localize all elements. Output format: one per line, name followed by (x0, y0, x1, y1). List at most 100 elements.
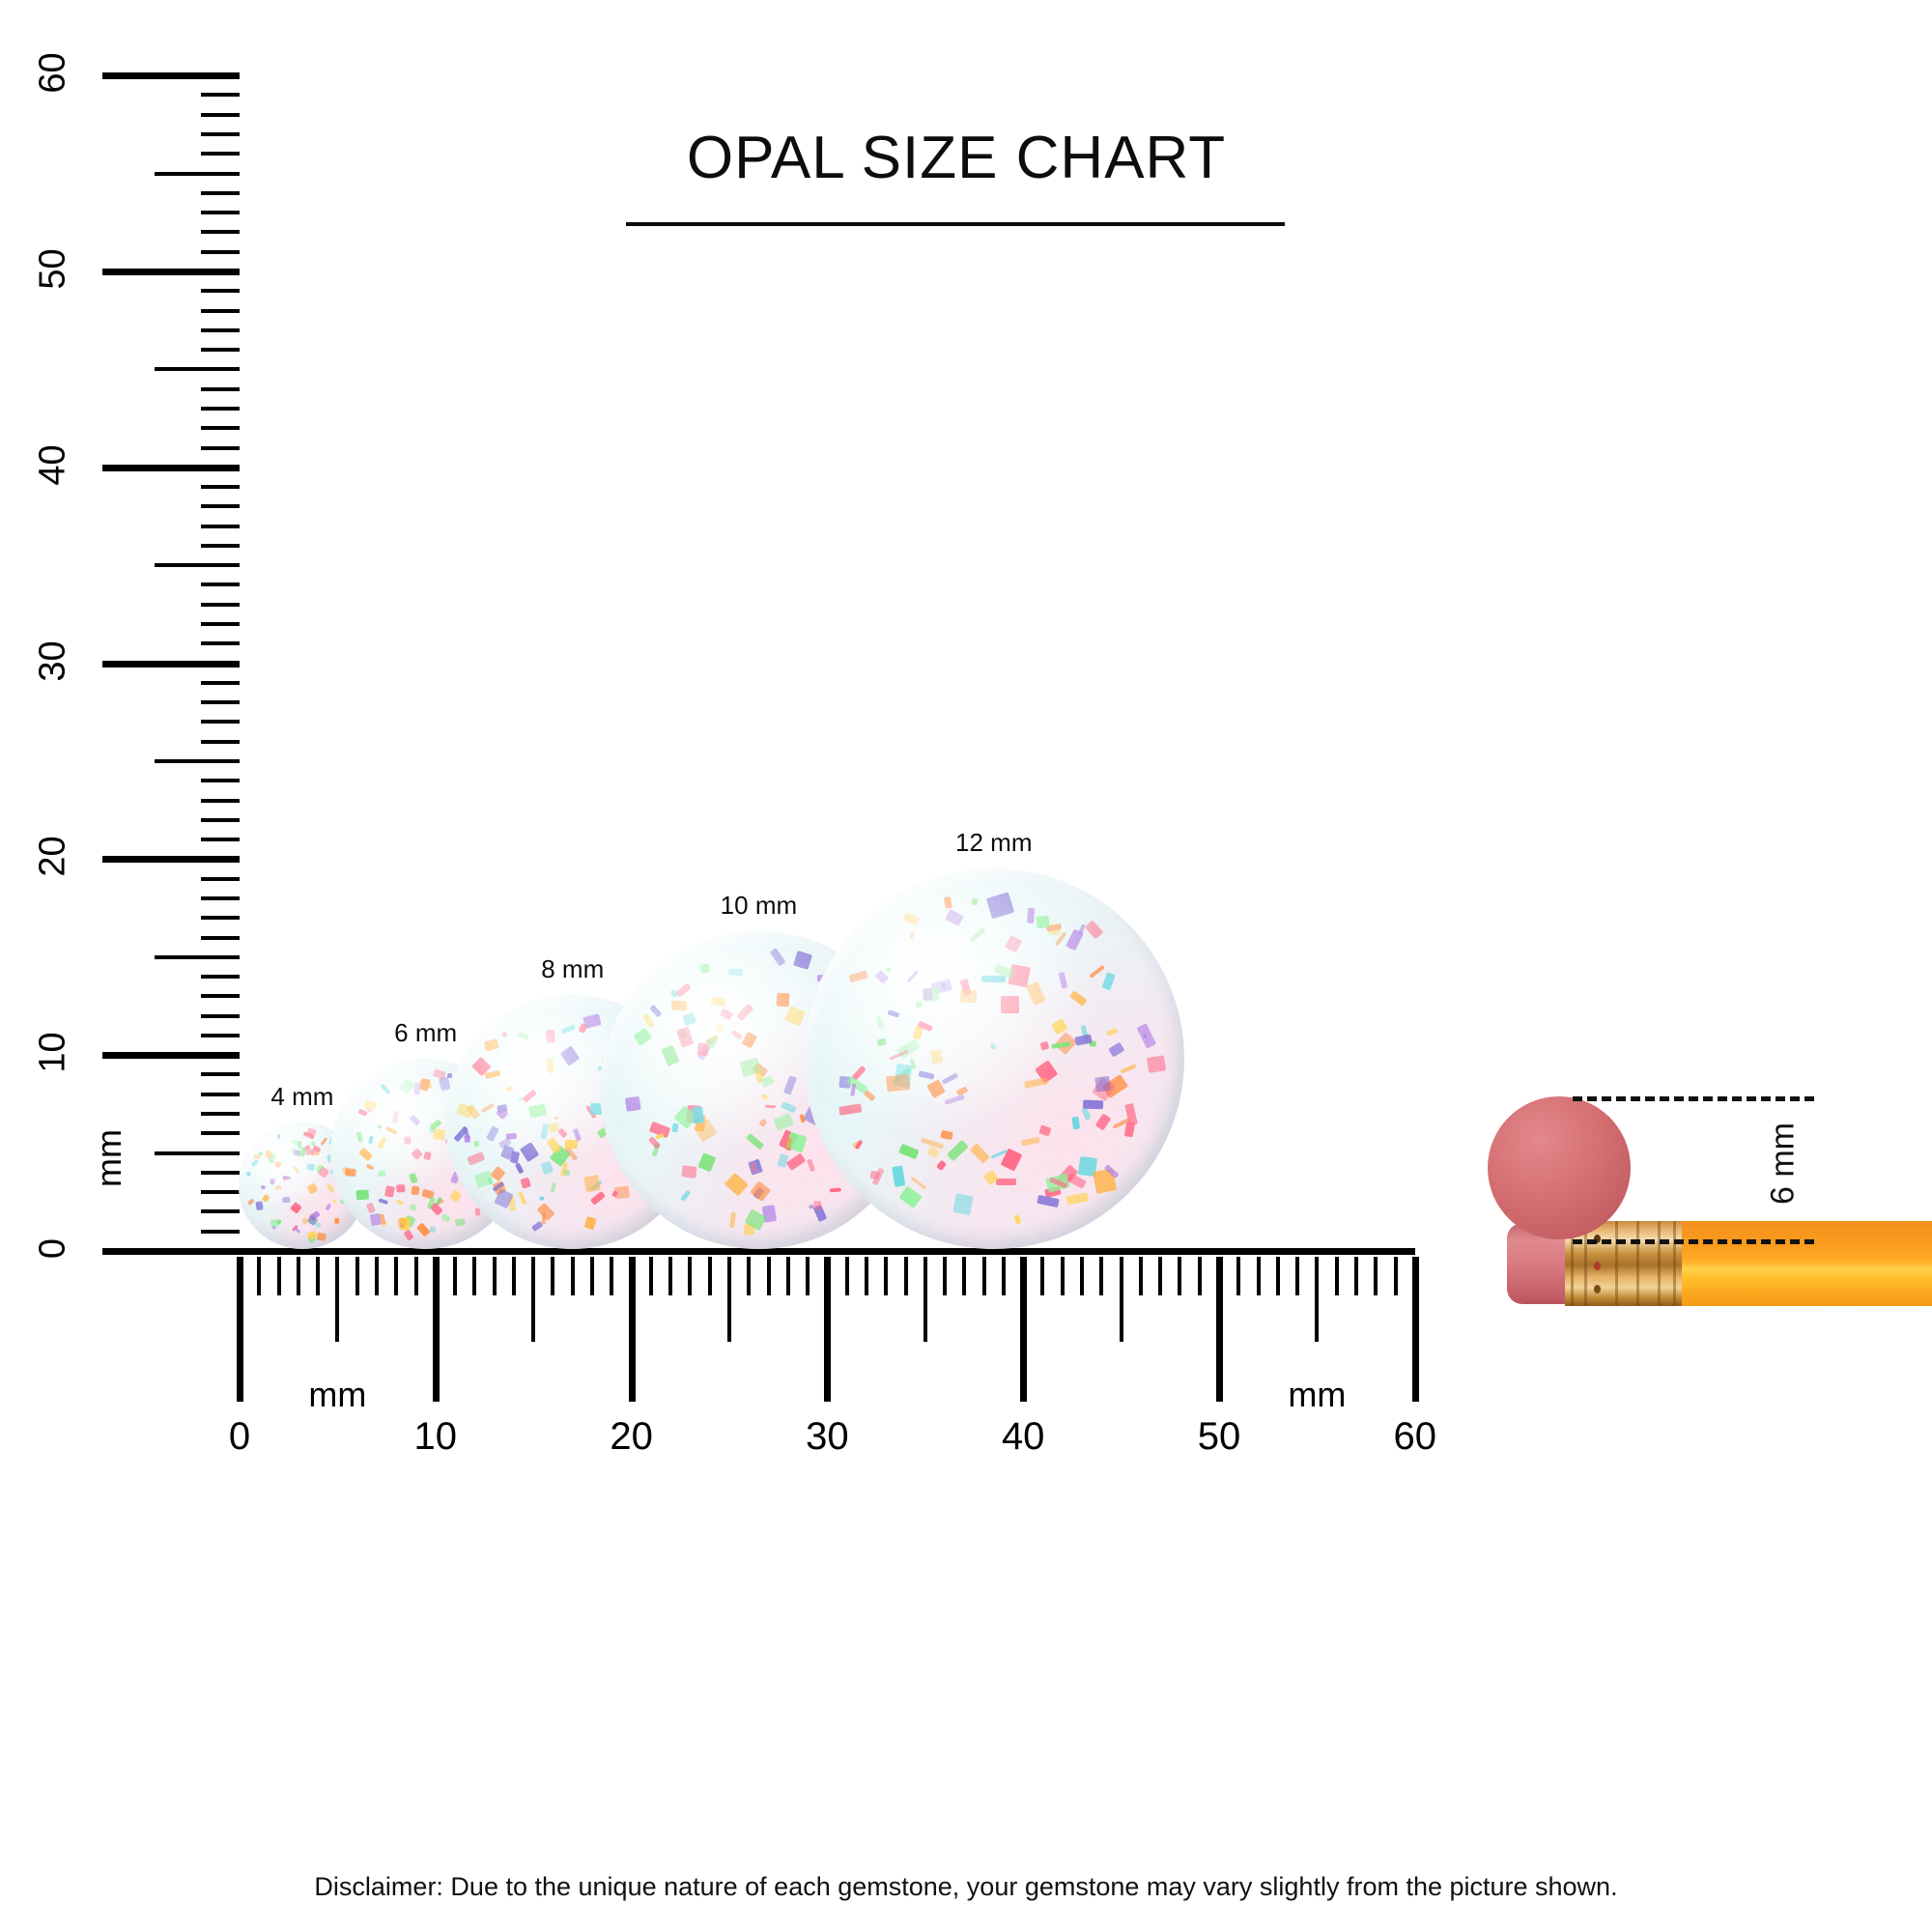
vruler-tick-48 (201, 308, 240, 313)
hruler-tick-21 (648, 1257, 653, 1295)
hruler-label-10: 10 (413, 1415, 458, 1458)
hruler-label-60: 60 (1393, 1415, 1437, 1458)
vruler-tick-8 (201, 1092, 240, 1096)
vruler-tick-27 (201, 720, 240, 724)
page-title: OPAL SIZE CHART (686, 125, 1227, 191)
vruler-tick-24 (201, 779, 240, 783)
hruler-tick-41 (1040, 1257, 1045, 1295)
vruler-tick-10 (102, 1052, 240, 1060)
hruler-label-0: 0 (228, 1415, 251, 1458)
vruler-tick-28 (201, 700, 240, 705)
hruler-tick-30 (824, 1257, 832, 1402)
hruler-tick-42 (1060, 1257, 1065, 1295)
vruler-tick-4 (201, 1170, 240, 1175)
hruler-tick-8 (394, 1257, 399, 1295)
hruler-tick-13 (492, 1257, 497, 1295)
vruler-tick-5 (155, 1151, 240, 1155)
hruler-label-50: 50 (1197, 1415, 1241, 1458)
vruler-tick-52 (201, 230, 240, 235)
hruler-tick-14 (511, 1257, 516, 1295)
vruler-tick-18 (201, 895, 240, 900)
hruler-tick-34 (903, 1257, 908, 1295)
hruler-tick-12 (472, 1257, 477, 1295)
gem-label-8mm: 8 mm (541, 954, 605, 984)
vruler-tick-32 (201, 622, 240, 627)
vruler-tick-35 (155, 563, 240, 568)
vruler-tick-45 (155, 367, 240, 372)
vruler-tick-42 (201, 426, 240, 431)
hruler-tick-43 (1080, 1257, 1085, 1295)
hruler-tick-19 (610, 1257, 614, 1295)
vruler-tick-13 (201, 994, 240, 999)
hruler-tick-9 (413, 1257, 418, 1295)
ruler-baseline (240, 1248, 1415, 1255)
vruler-tick-50 (102, 269, 240, 275)
hruler-unit-label-right: mm (1288, 1375, 1347, 1414)
disclaimer-text: Disclaimer: Due to the unique nature of … (314, 1872, 1618, 1901)
hruler-tick-3 (296, 1257, 300, 1295)
vruler-tick-33 (201, 602, 240, 607)
hruler-tick-47 (1158, 1257, 1163, 1295)
vruler-tick-14 (201, 975, 240, 980)
hruler-tick-2 (276, 1257, 281, 1295)
hruler-label-20: 20 (610, 1415, 653, 1458)
pencil-body (1682, 1221, 1932, 1306)
hruler-label-40: 40 (1001, 1415, 1045, 1458)
hruler-tick-16 (551, 1257, 555, 1295)
vruler-tick-37 (201, 524, 240, 528)
vruler-tick-15 (155, 954, 240, 959)
eraser-top-view (1488, 1096, 1631, 1239)
gem-label-12mm: 12 mm (955, 827, 1033, 857)
vruler-tick-6 (201, 1131, 240, 1136)
vruler-tick-31 (201, 641, 240, 646)
vruler-tick-2 (201, 1209, 240, 1214)
hruler-tick-37 (962, 1257, 967, 1295)
vruler-tick-39 (201, 485, 240, 490)
vruler-tick-7 (201, 1112, 240, 1117)
vruler-tick-43 (201, 406, 240, 411)
hruler-tick-17 (570, 1257, 575, 1295)
hruler-tick-1 (257, 1257, 262, 1295)
hruler-label-30: 30 (806, 1415, 849, 1458)
vruler-tick-3 (201, 1190, 240, 1195)
gem-label-4mm: 4 mm (270, 1081, 334, 1111)
vruler-tick-19 (201, 876, 240, 881)
hruler-tick-59 (1393, 1257, 1398, 1295)
vruler-tick-54 (201, 190, 240, 195)
hruler-tick-35 (923, 1257, 927, 1342)
callout-dashed-line-top (1573, 1096, 1814, 1101)
vruler-tick-44 (201, 386, 240, 391)
hruler-tick-22 (668, 1257, 673, 1295)
callout-dashed-line-bottom (1573, 1239, 1814, 1244)
hruler-tick-6 (355, 1257, 359, 1295)
hruler-tick-29 (806, 1257, 810, 1295)
hruler-tick-45 (1119, 1257, 1123, 1342)
vruler-tick-30 (102, 660, 240, 668)
vruler-tick-34 (201, 582, 240, 587)
hruler-tick-40 (1020, 1257, 1028, 1402)
hruler-tick-52 (1256, 1257, 1261, 1295)
vruler-tick-58 (201, 112, 240, 117)
vruler-tick-47 (201, 327, 240, 332)
hruler-tick-49 (1197, 1257, 1202, 1295)
vertical-ruler: 0 10 20 30 40 50 60 mm (0, 0, 319, 1642)
vruler-tick-36 (201, 543, 240, 548)
vruler-tick-57 (201, 132, 240, 137)
vruler-tick-22 (201, 817, 240, 822)
vruler-tick-29 (201, 680, 240, 685)
vruler-tick-17 (201, 916, 240, 921)
hruler-tick-56 (1334, 1257, 1339, 1295)
hruler-tick-23 (688, 1257, 693, 1295)
hruler-tick-24 (707, 1257, 712, 1295)
hruler-tick-38 (981, 1257, 986, 1295)
hruler-tick-48 (1178, 1257, 1182, 1295)
vruler-tick-16 (201, 935, 240, 940)
hruler-tick-7 (374, 1257, 379, 1295)
vruler-tick-59 (201, 93, 240, 98)
hruler-tick-36 (943, 1257, 948, 1295)
hruler-tick-15 (531, 1257, 536, 1342)
hruler-tick-46 (1138, 1257, 1143, 1295)
hruler-tick-27 (766, 1257, 771, 1295)
vruler-tick-26 (201, 739, 240, 744)
